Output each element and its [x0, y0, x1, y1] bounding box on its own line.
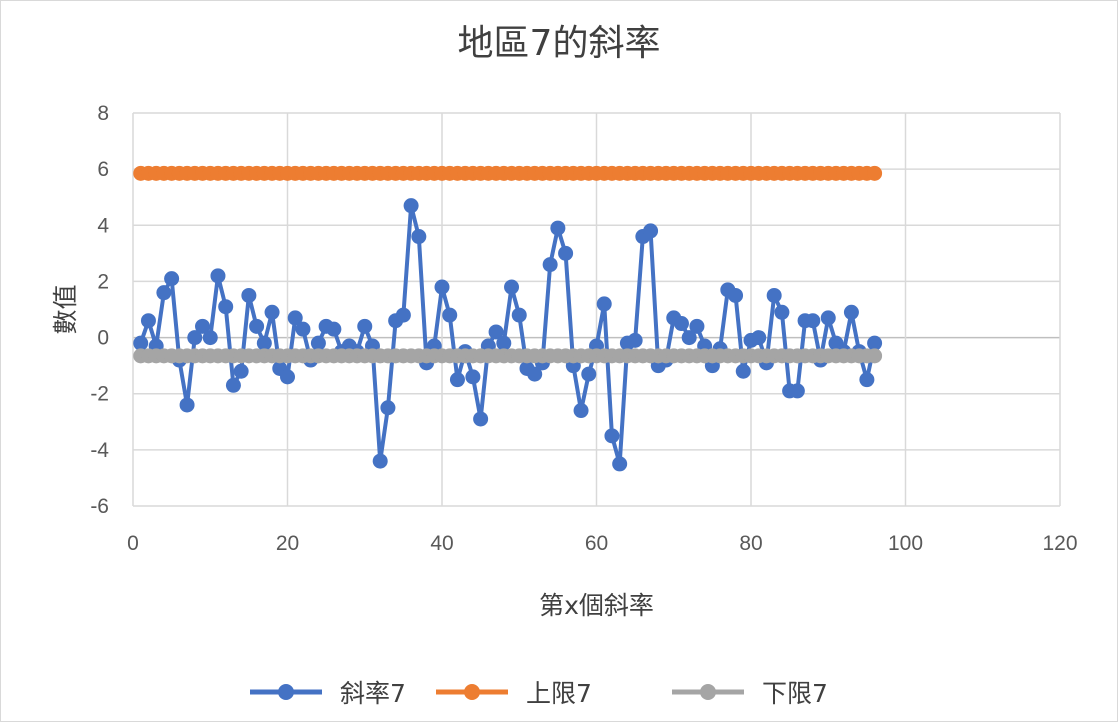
legend-item-series-2: 上限7 [432, 672, 592, 712]
data-point [225, 377, 241, 393]
series-1 [133, 198, 883, 472]
x-tick-labels: 0 20 40 60 80 100 120 [127, 532, 1077, 555]
data-point [596, 296, 612, 312]
data-point [295, 321, 311, 337]
data-point [187, 330, 203, 346]
data-point [820, 310, 836, 326]
data-point [241, 287, 257, 303]
legend: 斜率7 上限7 下限7 [0, 672, 1118, 712]
data-point [496, 335, 512, 351]
data-point [465, 369, 481, 385]
x-tick-label: 60 [585, 532, 608, 555]
data-point [380, 400, 396, 416]
data-point [673, 316, 689, 332]
data-point [612, 456, 628, 472]
data-point [256, 335, 272, 351]
data-point [789, 383, 805, 399]
data-point [504, 279, 520, 295]
data-point [179, 397, 195, 413]
data-point [264, 304, 280, 320]
data-point [751, 330, 767, 346]
data-point [573, 403, 589, 419]
data-point [310, 335, 326, 351]
data-point [442, 307, 458, 323]
data-point [202, 330, 218, 346]
data-point [550, 220, 566, 236]
data-point [643, 223, 659, 239]
data-point [542, 257, 558, 273]
y-tick-label: 2 [97, 270, 109, 293]
x-axis-label: 第x個斜率 [539, 591, 654, 620]
data-point [681, 330, 697, 346]
x-tick-label: 100 [888, 532, 923, 555]
data-point [403, 198, 419, 214]
data-point [581, 366, 597, 382]
data-point [280, 369, 295, 385]
legend-label-series-3: 下限7 [762, 679, 828, 708]
data-point [867, 165, 883, 181]
data-point [326, 321, 342, 337]
data-point [233, 363, 249, 379]
y-tick-label: 6 [97, 158, 109, 181]
series-layer [133, 165, 883, 472]
data-point [372, 453, 388, 469]
data-point [843, 304, 859, 320]
data-point [735, 363, 751, 379]
data-point [867, 335, 883, 351]
x-tick-label: 40 [430, 532, 453, 555]
data-point [527, 366, 543, 382]
data-point [766, 287, 782, 303]
legend-marker-series-3 [672, 684, 744, 700]
data-point [689, 318, 705, 334]
chart-title: 地區7的斜率 [457, 23, 661, 64]
data-point [728, 287, 744, 303]
x-tick-label: 20 [276, 532, 299, 555]
y-tick-label: 4 [97, 214, 109, 237]
legend-label-series-2: 上限7 [526, 679, 592, 708]
data-point [249, 318, 265, 334]
x-tick-label: 0 [127, 532, 139, 555]
data-point [133, 335, 149, 351]
data-point [140, 313, 156, 329]
data-point [210, 268, 226, 284]
data-point [805, 313, 821, 329]
series-3 [133, 348, 883, 364]
data-point [195, 318, 211, 334]
data-point [411, 229, 427, 245]
y-tick-label: -2 [90, 383, 109, 406]
data-point [627, 332, 643, 348]
data-point [859, 372, 875, 388]
series-2 [133, 165, 883, 181]
y-axis-label: 數值 [51, 284, 80, 334]
data-point [449, 372, 465, 388]
x-tick-label: 80 [739, 532, 762, 555]
data-point [164, 271, 180, 287]
legend-item-series-3: 下限7 [668, 672, 828, 712]
data-point [287, 310, 303, 326]
data-point [867, 348, 883, 364]
data-point [395, 307, 411, 323]
x-tick-label: 120 [1042, 532, 1077, 555]
data-point [558, 245, 574, 261]
legend-item-series-1: 斜率7 [246, 672, 406, 712]
data-point [604, 428, 620, 444]
data-point [488, 324, 504, 340]
data-point [218, 299, 234, 315]
y-tick-label: 0 [97, 327, 109, 350]
y-tick-label: -6 [90, 495, 109, 518]
data-point [511, 307, 527, 323]
legend-marker-series-1 [250, 684, 322, 700]
legend-label-series-1: 斜率7 [340, 679, 406, 708]
data-point [774, 304, 790, 320]
y-tick-labels: -6 -4 -2 0 2 4 6 8 [90, 102, 109, 518]
data-point [434, 279, 450, 295]
data-point [357, 318, 373, 334]
y-tick-label: -4 [90, 439, 109, 462]
data-point [156, 285, 172, 301]
legend-marker-series-2 [436, 684, 508, 700]
data-point [473, 411, 489, 427]
y-tick-label: 8 [97, 102, 109, 125]
